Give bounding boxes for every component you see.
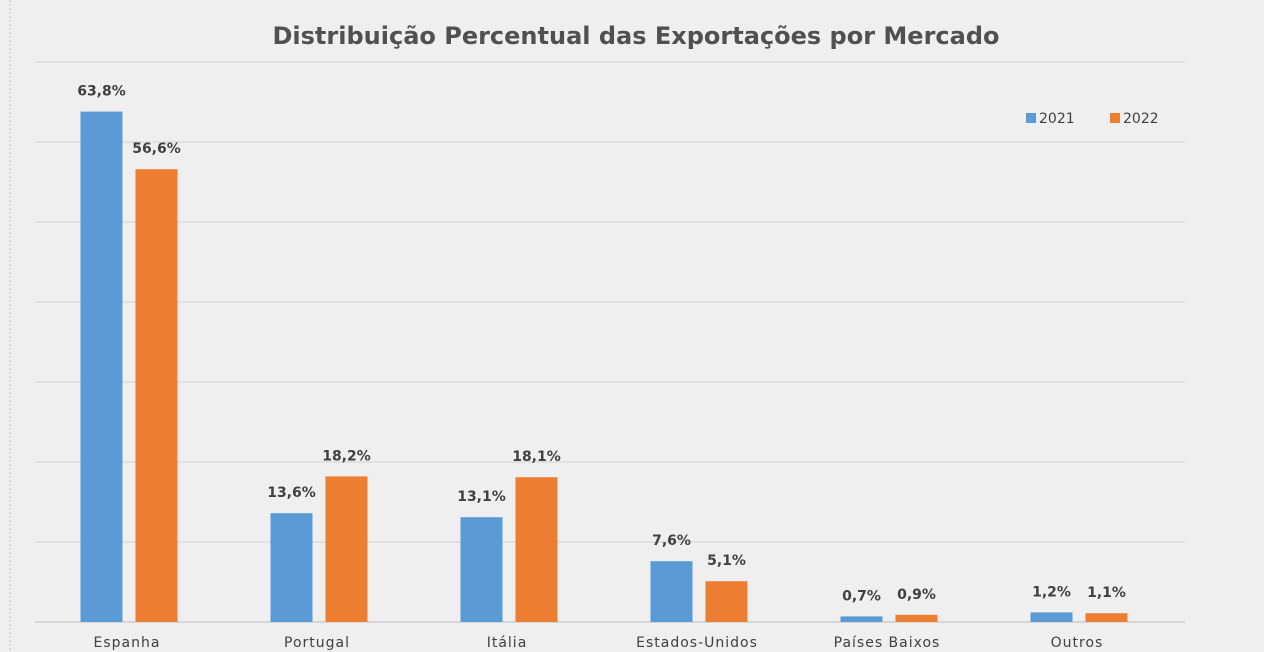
data-label: 0,9% (897, 587, 936, 603)
bar (1085, 613, 1128, 622)
data-label: 56,6% (132, 141, 181, 157)
bar (460, 517, 503, 622)
legend-label: 2021 (1039, 111, 1075, 127)
data-label: 1,1% (1087, 585, 1126, 601)
bar (515, 477, 558, 622)
bar (895, 614, 938, 622)
bar (1030, 612, 1073, 622)
data-label: 63,8% (77, 84, 126, 100)
data-label: 13,1% (457, 489, 506, 505)
legend-label: 2022 (1123, 111, 1159, 127)
bar (135, 169, 178, 622)
bar (325, 476, 368, 622)
data-label: 0,7% (842, 588, 881, 604)
legend-swatch (1110, 113, 1120, 123)
bar (840, 616, 883, 622)
data-label: 18,1% (512, 449, 561, 465)
data-label: 5,1% (707, 553, 746, 569)
x-tick-label: Portugal (284, 635, 350, 651)
bar (705, 581, 748, 622)
x-tick-label: Espanha (94, 635, 161, 651)
x-tick-label: Itália (487, 635, 528, 651)
chart-title: Distribuição Percentual das Exportações … (273, 22, 1000, 50)
data-label: 7,6% (652, 533, 691, 549)
x-tick-label: Estados-Unidos (636, 635, 758, 651)
x-tick-label: Países Baixos (834, 635, 941, 651)
bar (270, 513, 313, 622)
x-tick-label: Outros (1051, 635, 1104, 651)
data-label: 13,6% (267, 485, 316, 501)
data-label: 18,2% (322, 448, 371, 464)
data-label: 1,2% (1032, 584, 1071, 600)
legend-swatch (1026, 113, 1036, 123)
bar (650, 561, 693, 622)
bar (80, 111, 123, 622)
